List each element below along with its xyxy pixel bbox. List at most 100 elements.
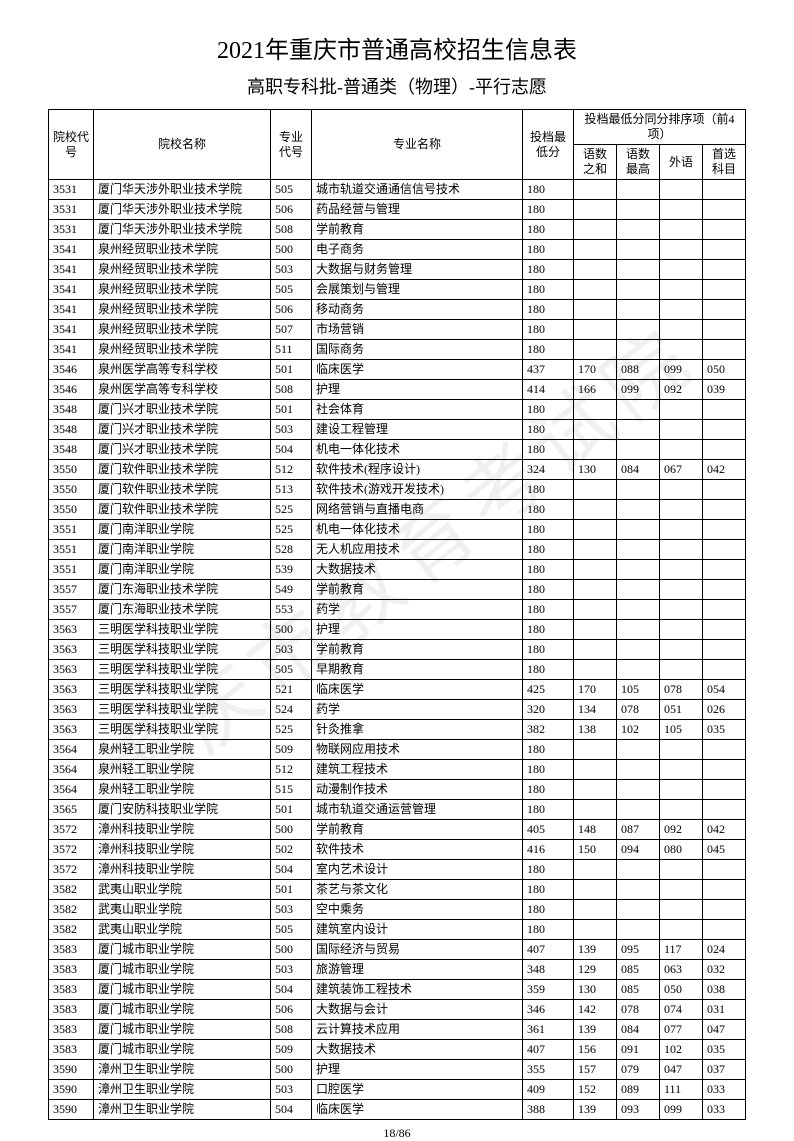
cell-t1: 157: [574, 1060, 617, 1080]
cell-t2: [617, 180, 660, 200]
cell-school-code: 3590: [49, 1080, 94, 1100]
cell-school-code: 3583: [49, 1040, 94, 1060]
cell-t2: [617, 420, 660, 440]
cell-t1: [574, 240, 617, 260]
cell-t2: [617, 500, 660, 520]
cell-t3: [660, 800, 703, 820]
table-row: 3550厦门软件职业技术学院525网络营销与直播电商180: [49, 500, 746, 520]
cell-min-score: 407: [523, 940, 574, 960]
table-row: 3590漳州卫生职业学院500护理355157079047037: [49, 1060, 746, 1080]
cell-min-score: 382: [523, 720, 574, 740]
table-row: 3564泉州轻工职业学院515动漫制作技术180: [49, 780, 746, 800]
cell-t2: [617, 600, 660, 620]
cell-min-score: 180: [523, 540, 574, 560]
cell-t2: 095: [617, 940, 660, 960]
cell-t2: 088: [617, 360, 660, 380]
cell-major-name: 动漫制作技术: [312, 780, 523, 800]
table-row: 3572漳州科技职业学院502软件技术416150094080045: [49, 840, 746, 860]
cell-t2: 102: [617, 720, 660, 740]
cell-t3: [660, 420, 703, 440]
cell-major-name: 电子商务: [312, 240, 523, 260]
cell-school-code: 3563: [49, 640, 94, 660]
cell-t2: [617, 860, 660, 880]
cell-min-score: 359: [523, 980, 574, 1000]
cell-major-name: 大数据与会计: [312, 1000, 523, 1020]
cell-min-score: 180: [523, 620, 574, 640]
cell-t1: [574, 740, 617, 760]
cell-t1: [574, 900, 617, 920]
cell-t3: [660, 580, 703, 600]
cell-t3: [660, 880, 703, 900]
cell-school-name: 泉州医学高等专科学校: [94, 380, 271, 400]
cell-school-code: 3541: [49, 340, 94, 360]
cell-t4: [703, 440, 746, 460]
table-row: 3583厦门城市职业学院503旅游管理348129085063032: [49, 960, 746, 980]
cell-t1: [574, 500, 617, 520]
cell-major-code: 500: [271, 820, 312, 840]
cell-school-name: 泉州经贸职业技术学院: [94, 280, 271, 300]
cell-school-code: 3563: [49, 680, 94, 700]
cell-t4: 045: [703, 840, 746, 860]
cell-t3: [660, 480, 703, 500]
cell-major-name: 学前教育: [312, 640, 523, 660]
cell-t1: [574, 800, 617, 820]
cell-t3: [660, 780, 703, 800]
cell-min-score: 180: [523, 240, 574, 260]
cell-school-name: 武夷山职业学院: [94, 880, 271, 900]
page-number: 18/86: [48, 1126, 746, 1141]
cell-major-code: 500: [271, 240, 312, 260]
table-row: 3531厦门华天涉外职业技术学院508学前教育180: [49, 220, 746, 240]
table-row: 3582武夷山职业学院505建筑室内设计180: [49, 920, 746, 940]
cell-t1: [574, 220, 617, 240]
cell-school-code: 3563: [49, 660, 94, 680]
cell-major-name: 临床医学: [312, 360, 523, 380]
cell-school-name: 厦门南洋职业学院: [94, 560, 271, 580]
cell-school-code: 3548: [49, 400, 94, 420]
cell-t1: 139: [574, 1020, 617, 1040]
cell-min-score: 180: [523, 220, 574, 240]
table-row: 3531厦门华天涉外职业技术学院506药品经营与管理180: [49, 200, 746, 220]
cell-min-score: 355: [523, 1060, 574, 1080]
cell-t2: 084: [617, 460, 660, 480]
cell-school-name: 厦门城市职业学院: [94, 960, 271, 980]
cell-t1: [574, 780, 617, 800]
cell-school-code: 3550: [49, 480, 94, 500]
cell-t4: [703, 280, 746, 300]
cell-major-name: 口腔医学: [312, 1080, 523, 1100]
cell-min-score: 180: [523, 880, 574, 900]
cell-t4: 032: [703, 960, 746, 980]
cell-major-name: 软件技术(程序设计): [312, 460, 523, 480]
cell-min-score: 180: [523, 260, 574, 280]
th-min-score: 投档最低分: [523, 110, 574, 180]
table-body: 3531厦门华天涉外职业技术学院505城市轨道交通通信信号技术1803531厦门…: [49, 180, 746, 1120]
cell-major-name: 社会体育: [312, 400, 523, 420]
cell-t4: [703, 400, 746, 420]
cell-min-score: 180: [523, 660, 574, 680]
cell-school-code: 3546: [49, 380, 94, 400]
cell-t2: [617, 300, 660, 320]
cell-t2: [617, 240, 660, 260]
cell-t4: [703, 580, 746, 600]
cell-major-name: 临床医学: [312, 1100, 523, 1120]
cell-t3: 102: [660, 1040, 703, 1060]
cell-t2: 091: [617, 1040, 660, 1060]
table-row: 3550厦门软件职业技术学院512软件技术(程序设计)3241300840670…: [49, 460, 746, 480]
table-row: 3546泉州医学高等专科学校508护理414166099092039: [49, 380, 746, 400]
cell-t3: [660, 560, 703, 580]
table-row: 3563三明医学科技职业学院525针灸推拿382138102105035: [49, 720, 746, 740]
cell-t1: 166: [574, 380, 617, 400]
table-row: 3541泉州经贸职业技术学院506移动商务180: [49, 300, 746, 320]
cell-school-name: 武夷山职业学院: [94, 900, 271, 920]
cell-major-name: 建筑装饰工程技术: [312, 980, 523, 1000]
cell-major-code: 553: [271, 600, 312, 620]
cell-school-name: 泉州轻工职业学院: [94, 740, 271, 760]
cell-t4: [703, 420, 746, 440]
cell-school-code: 3582: [49, 900, 94, 920]
cell-t1: [574, 260, 617, 280]
cell-major-code: 508: [271, 380, 312, 400]
cell-min-score: 180: [523, 440, 574, 460]
cell-t1: [574, 180, 617, 200]
cell-major-name: 早期教育: [312, 660, 523, 680]
cell-major-name: 市场营销: [312, 320, 523, 340]
cell-major-code: 503: [271, 420, 312, 440]
